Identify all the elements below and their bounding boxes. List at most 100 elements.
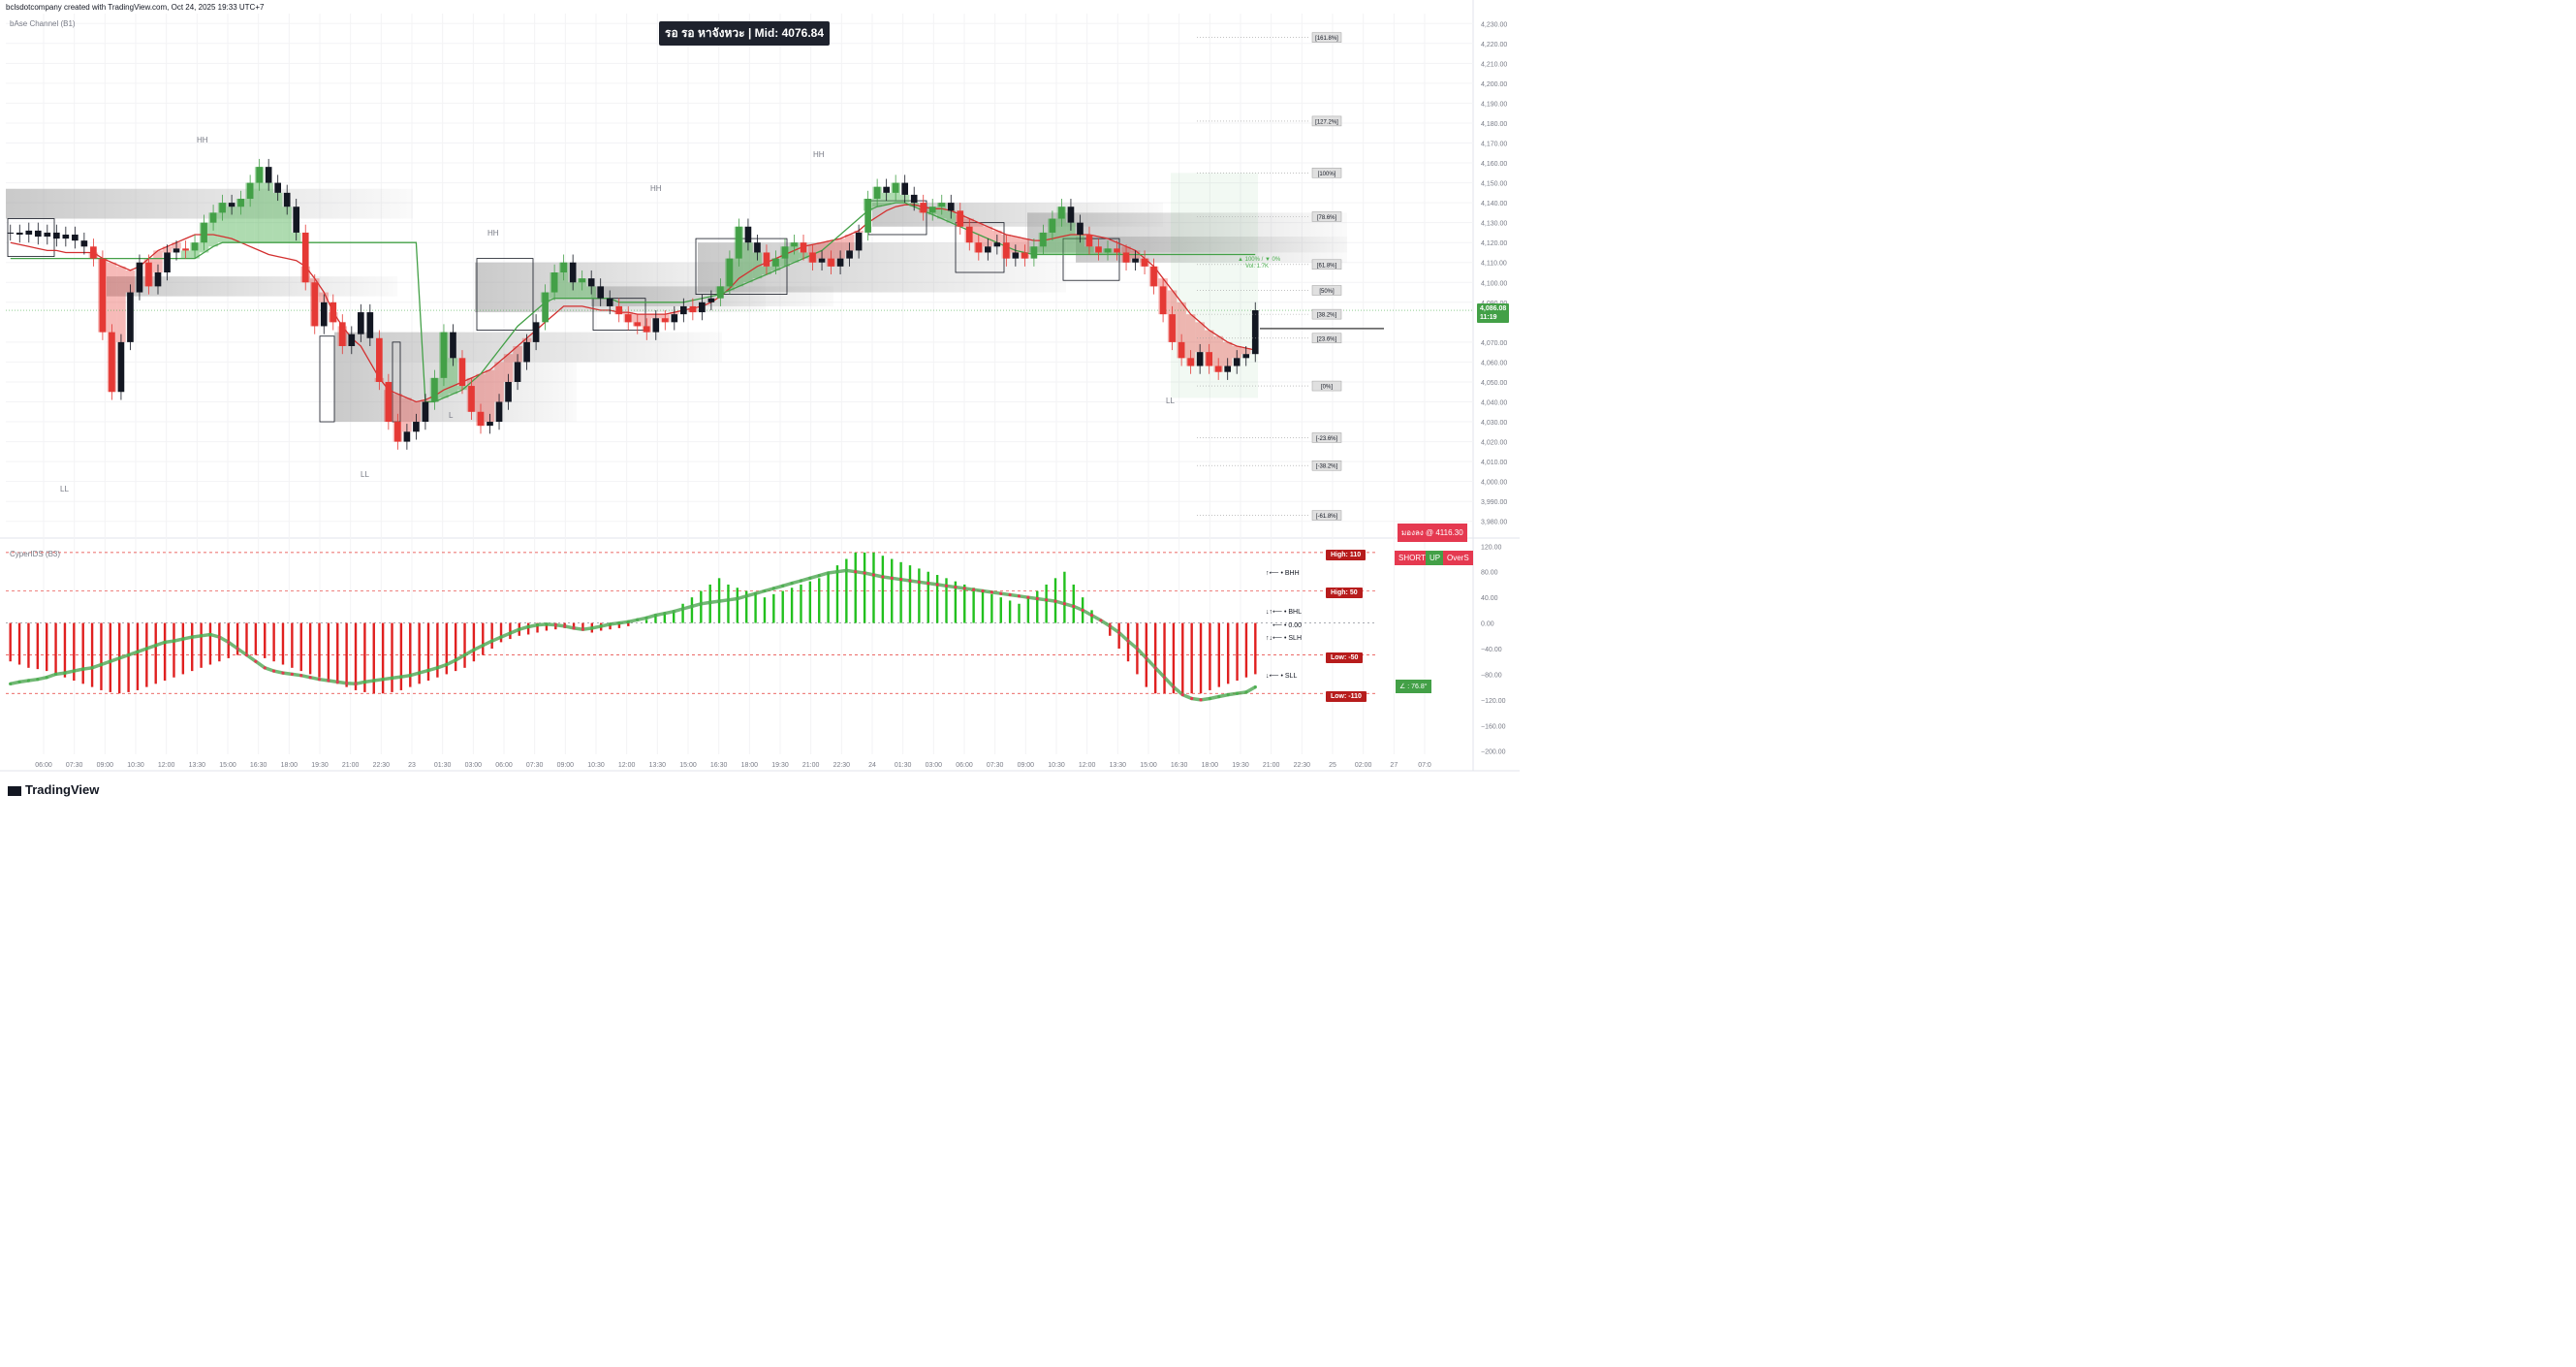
osc-bar [918, 568, 921, 623]
osc-bar [581, 622, 584, 631]
bull-fill [752, 252, 763, 279]
osc-bar [445, 622, 448, 675]
time-tick-label: 15:00 [679, 762, 697, 769]
tradingview-logo[interactable]: TradingView [8, 782, 99, 797]
candle-body [1122, 252, 1130, 263]
channel-upper-line [10, 204, 1256, 403]
osc-low-50: Low: -50 [1326, 652, 1364, 663]
osc-bar [281, 622, 285, 665]
osc-bar [954, 581, 958, 623]
candle-body [606, 298, 613, 306]
candle-body [16, 232, 23, 235]
bear-fill [1213, 335, 1223, 372]
osc-dot [608, 622, 613, 626]
candle-body [422, 401, 429, 423]
osc-dot [63, 671, 67, 675]
osc-bar [1199, 622, 1203, 694]
price-tick-label: 4,150.00 [1481, 181, 1507, 188]
osc-dot [1117, 630, 1121, 635]
osc-bar [336, 622, 339, 684]
osc-bar [745, 590, 748, 623]
time-tick-label: 13:30 [189, 762, 206, 769]
osc-bar [200, 622, 203, 668]
time-tick-label: 27 [1390, 762, 1398, 769]
osc-bar [526, 622, 530, 635]
swing-label-hh: HH [487, 229, 499, 238]
indicator-name[interactable]: bAse Channel (B1) [10, 19, 76, 28]
osc-bar [291, 622, 294, 668]
candle-body [818, 258, 826, 263]
osc-bar [499, 622, 503, 643]
osc-dot [726, 598, 731, 602]
osc-bar [1209, 622, 1211, 690]
time-tick-label: 21:00 [342, 762, 360, 769]
time-tick-label: 12:00 [158, 762, 175, 769]
osc-tick-label: −40.00 [1481, 647, 1502, 653]
bull-fill [264, 182, 273, 243]
bull-fill [254, 167, 265, 243]
swing-label-l: L [449, 411, 454, 420]
fib-levels: [161.8%] [127.2%] [100%] [78.6%] [61.8%] [50%… [1197, 32, 1342, 521]
osc-dot [109, 659, 112, 663]
osc-dot [1126, 639, 1130, 643]
osc-dot [763, 588, 767, 593]
candle-body [62, 234, 70, 239]
sub-indicator-name[interactable]: CyperIDS (B3) [10, 550, 61, 558]
osc-dot [1162, 676, 1167, 680]
time-tick-label: 01:30 [895, 762, 912, 769]
time-tick-label: 06:00 [495, 762, 513, 769]
osc-dot [863, 571, 866, 575]
osc-dot [418, 671, 422, 675]
osc-tick-label: 120.00 [1481, 544, 1502, 551]
osc-dot [526, 624, 530, 629]
osc-bar [790, 588, 794, 623]
osc-bar [100, 622, 103, 690]
osc-dot [545, 622, 549, 626]
candle-body [7, 232, 15, 234]
candle-body [440, 332, 448, 378]
osc-bar [1036, 590, 1039, 623]
time-tick-label: 15:00 [1140, 762, 1157, 769]
time-tick-label: 02:00 [1355, 762, 1372, 769]
osc-dot [236, 647, 239, 651]
candle-body [1214, 366, 1222, 372]
osc-dot [1099, 619, 1103, 622]
osc-dot [1217, 694, 1221, 699]
candle-body [532, 322, 540, 342]
candle-body [671, 314, 678, 323]
angle-signal: ∠ : 76.8° [1396, 680, 1431, 693]
time-tick-label: 18:00 [281, 762, 298, 769]
osc-bar [90, 622, 94, 687]
osc-dot [999, 591, 1003, 595]
osc-bar [690, 597, 694, 623]
osc-bar [372, 622, 375, 694]
osc-bar [472, 622, 476, 662]
candle-body [1077, 222, 1084, 235]
osc-bar [808, 581, 812, 623]
candle-body [274, 182, 282, 193]
osc-dot [1180, 692, 1184, 697]
osc-sll: ↓⟵ • SLL [1266, 673, 1298, 680]
osc-dot [426, 668, 430, 673]
projection-zone [1171, 173, 1258, 398]
osc-dot [717, 599, 721, 603]
osc-dot [626, 620, 630, 623]
candle-body [910, 194, 918, 204]
candle-body [1058, 207, 1065, 219]
osc-bar [572, 622, 576, 630]
osc-dot [1026, 595, 1030, 599]
osc-dot [9, 682, 13, 685]
osc-dot [617, 620, 621, 625]
candle-body [1206, 352, 1212, 366]
candle-body [265, 167, 272, 183]
swing-label-ll: LL [1166, 397, 1175, 405]
candle-body [330, 302, 337, 323]
candle-body [1049, 218, 1056, 233]
osc-dot [1062, 602, 1066, 606]
osc-dot [154, 644, 158, 648]
candle-body [726, 258, 734, 287]
fib-tag [1311, 380, 1342, 392]
osc-bar [872, 552, 875, 623]
osc-bar [264, 622, 267, 658]
osc-bar [354, 622, 358, 690]
